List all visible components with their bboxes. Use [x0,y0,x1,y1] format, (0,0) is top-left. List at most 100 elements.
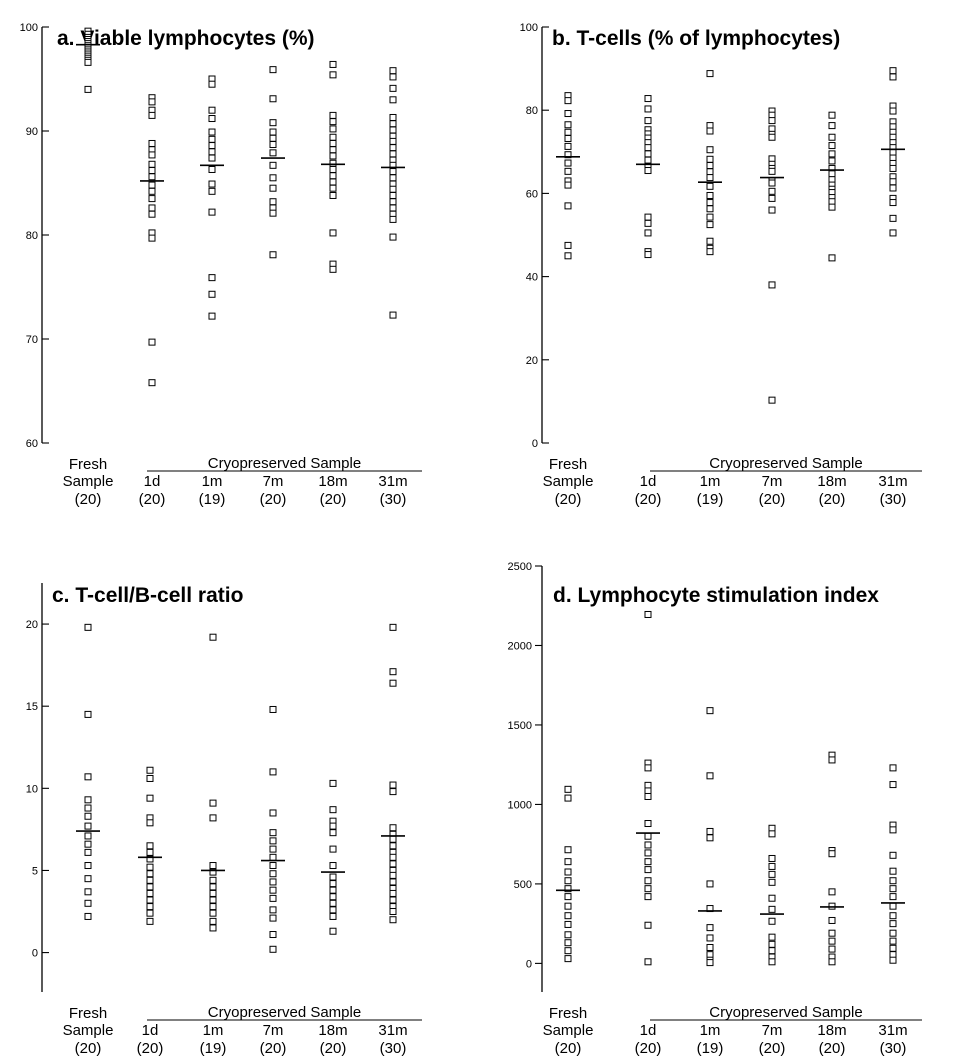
panel-c-tcell-bcell-ratio: c. T-cell/B-cell ratio Cryopreserved Sam… [26,583,422,1057]
panel-d-data-point [644,841,652,849]
panel-a-data-point [329,184,337,192]
panel-a-group-n: (20) [320,491,347,508]
panel-b-data-point [889,67,897,75]
panel-a-data-point [148,187,156,195]
panel-a-data-point [148,234,156,242]
panel-c-data-point [269,809,277,817]
panel-c-data-point [209,876,217,884]
panel-a-data-point [269,251,277,259]
panel-b-data-point [706,127,714,135]
panel-c-category-label: 18m [318,1022,347,1039]
panel-c-data-point [84,888,92,896]
panel-d-data-point [706,959,714,967]
panel-b-data-point [828,254,836,262]
panel-b-data-point [644,167,652,175]
panel-d-group-n: (30) [880,1040,907,1057]
panel-d-data-point [564,955,572,963]
panel-d-data-point [768,958,776,966]
panel-a-data-point [389,233,397,241]
panel-c-data-point [84,796,92,804]
panel-a-data-point [389,67,397,75]
panel-a-data-point [208,165,216,173]
panel-c-data-point [146,842,154,850]
panel-d-data-point [889,944,897,952]
panel-c-data-point [329,862,337,870]
panel-c-data-point [389,908,397,916]
panel-c-data-point [84,848,92,856]
panel-c-data-point [146,766,154,774]
panel-a-data-point [329,229,337,237]
panel-c-data-point [146,870,154,878]
panel-a-category-label: 1d [144,473,161,490]
panel-d-data-point [828,756,836,764]
panel-c-data-point [84,862,92,870]
panel-a-data-point [208,128,216,136]
panel-d-data-point [889,877,897,885]
panel-c-data-point [84,832,92,840]
panel-b-group-n: (30) [880,491,907,508]
panel-b-data-point [564,151,572,159]
panel-a-title: a. Viable lymphocytes (%) [57,27,315,50]
panel-b-data-point [889,184,897,192]
panel-c-category-label: 7m [263,1022,284,1039]
panel-a-data-point [269,95,277,103]
panel-c-data-point [389,916,397,924]
panel-c-data-point [209,889,217,897]
panel-c-data-point [389,842,397,850]
panel-a-data-point [148,181,156,189]
panel-a-data-point [208,312,216,320]
panel-a-data-point [208,106,216,114]
panel-a-group-n: (20) [260,491,287,508]
panel-d-data-point [564,902,572,910]
panel-a-category-label: Sample [63,473,114,490]
panel-b-y-tick-label: 40 [526,272,538,284]
panel-d-data-point [644,792,652,800]
panel-c-data-point [329,912,337,920]
panel-a-data-point [329,125,337,133]
panel-c-data-point [269,886,277,894]
panel-c-data-point [329,829,337,837]
panel-d-data-point [889,764,897,772]
panel-a-data-point [389,311,397,319]
panel-c-data-point [84,812,92,820]
panel-c-category-label: Sample [63,1022,114,1039]
panel-c-data-point [269,853,277,861]
panel-d-data-point [889,929,897,937]
panel-b-data-point [768,194,776,202]
panel-c-data-point [209,862,217,870]
panel-a-data-point [329,118,337,126]
panel-d-data-point [828,937,836,945]
panel-b-data-point [828,133,836,141]
panel-c-data-point [329,906,337,914]
panel-c-data-point [389,788,397,796]
panel-c-data-point [389,871,397,879]
panel-c-data-point [389,878,397,886]
panel-d-data-point [644,866,652,874]
panel-a-data-point [329,111,337,119]
panel-a-y-tick-label: 70 [26,334,38,346]
panel-d-data-point [564,794,572,802]
panel-d-data-point [564,846,572,854]
panel-a-data-point [329,165,337,173]
panel-a-data-point [389,126,397,134]
panel-a-group-n: (19) [199,491,226,508]
panel-a-data-point [148,139,156,147]
panel-b-data-point [768,206,776,214]
panel-d-data-point [564,931,572,939]
panel-d-category-label: 31m [878,1022,907,1039]
panel-b-data-point [644,95,652,103]
panel-d-data-point [828,945,836,953]
panel-d-data-point [644,832,652,840]
panel-d-data-point [644,820,652,828]
panel-d-group-n: (20) [819,1040,846,1057]
panel-c-group-n: (20) [75,1040,102,1057]
panel-b-data-point [644,213,652,221]
panel-c-title: c. T-cell/B-cell ratio [52,584,243,607]
panel-b-data-point [889,73,897,81]
panel-a-data-point [208,142,216,150]
panel-c-data-point [146,794,154,802]
panel-c-data-point [84,710,92,718]
panel-a-data-point [389,144,397,152]
panel-a-data-point [208,148,216,156]
